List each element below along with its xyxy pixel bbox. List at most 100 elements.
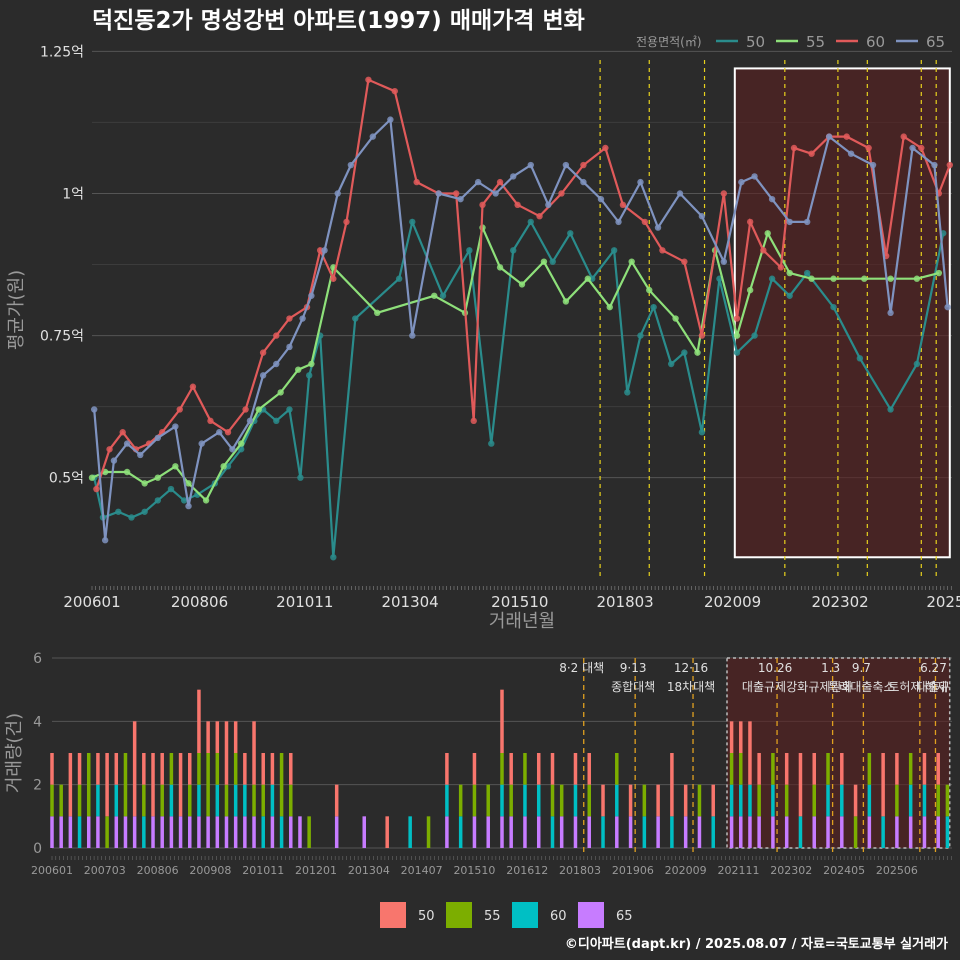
data-point-55 xyxy=(746,286,754,294)
data-point-55 xyxy=(584,275,592,282)
highlight-box xyxy=(733,67,951,559)
bar-segment-65 xyxy=(472,816,477,848)
bar-x-tick-label: 200806 xyxy=(137,864,179,877)
bar-segment-60 xyxy=(826,784,830,817)
data-point-65 xyxy=(259,372,267,379)
data-point-50 xyxy=(439,292,447,299)
bar-segment-65 xyxy=(523,816,527,848)
data-point-60 xyxy=(479,201,486,209)
bar-segment-65 xyxy=(445,816,449,848)
bar-segment-65 xyxy=(867,816,872,848)
x-axis-title: 거래년월 xyxy=(489,611,555,632)
bar-segment-55 xyxy=(261,784,265,817)
bar-segment-50 xyxy=(509,753,513,785)
data-point-60 xyxy=(316,247,324,254)
bar-segment-65 xyxy=(160,816,164,848)
bar-segment-65 xyxy=(628,816,633,848)
bar-segment-50 xyxy=(472,753,477,785)
data-point-60 xyxy=(93,485,100,493)
policy-sublabel: 대출규제강화 xyxy=(742,680,808,694)
bar-segment-55 xyxy=(642,784,647,817)
bar-segment-65 xyxy=(509,816,513,848)
bar-segment-55 xyxy=(307,816,311,848)
data-point-60 xyxy=(946,161,954,169)
data-point-60 xyxy=(733,315,741,322)
data-point-50 xyxy=(409,218,416,226)
data-point-60 xyxy=(681,258,688,265)
bar-segment-65 xyxy=(86,816,91,848)
data-point-50 xyxy=(637,332,644,339)
bar-segment-50 xyxy=(178,753,183,817)
data-point-50 xyxy=(154,497,162,504)
bar-segment-65 xyxy=(270,816,275,848)
bar-segment-50 xyxy=(233,721,238,753)
data-point-50 xyxy=(305,372,313,379)
data-point-50 xyxy=(128,514,135,521)
data-point-55 xyxy=(672,315,679,322)
bar-segment-50 xyxy=(784,753,789,785)
data-point-50 xyxy=(286,406,293,413)
bar-segment-65 xyxy=(169,816,174,848)
bar-segment-60 xyxy=(445,784,449,817)
data-point-60 xyxy=(790,144,798,152)
bar-segment-60 xyxy=(169,784,174,817)
bar-x-tick-label: 202302 xyxy=(770,864,812,877)
bar-segment-65 xyxy=(559,816,564,848)
data-point-65 xyxy=(308,292,315,299)
data-point-65 xyxy=(369,133,377,140)
data-point-55 xyxy=(887,275,894,282)
bar-segment-65 xyxy=(697,816,702,848)
bar-segment-65 xyxy=(486,816,490,848)
bar-segment-50 xyxy=(812,753,816,785)
data-point-50 xyxy=(352,315,359,322)
data-point-65 xyxy=(123,440,131,447)
policy-sublabel: 규제완화 xyxy=(809,680,853,694)
data-point-50 xyxy=(224,463,232,470)
data-point-60 xyxy=(452,190,460,197)
bar-segment-50 xyxy=(739,721,743,753)
data-point-65 xyxy=(847,150,855,157)
bar-segment-55 xyxy=(739,753,743,785)
data-point-65 xyxy=(110,457,118,464)
bar-segment-65 xyxy=(784,816,789,848)
bar-segment-55 xyxy=(50,784,54,817)
bar-segment-50 xyxy=(550,753,555,785)
data-point-60 xyxy=(119,429,126,436)
data-point-60 xyxy=(808,150,815,157)
bar-segment-50 xyxy=(77,753,82,785)
data-point-50 xyxy=(115,508,122,515)
data-point-50 xyxy=(527,218,534,226)
bar-segment-55 xyxy=(169,753,174,785)
bar-segment-65 xyxy=(587,816,591,848)
data-point-60 xyxy=(176,406,183,413)
bar-segment-50 xyxy=(261,753,265,785)
bar-segment-55 xyxy=(523,753,527,785)
bar-segment-65 xyxy=(289,816,293,848)
data-point-60 xyxy=(619,201,627,209)
data-point-50 xyxy=(297,474,304,481)
data-point-55 xyxy=(764,230,771,237)
bar-segment-60 xyxy=(243,784,247,817)
y-tick-label: 1.25억 xyxy=(40,44,84,60)
bar-segment-50 xyxy=(683,784,688,817)
y-tick-label: 0.5억 xyxy=(49,471,84,487)
data-point-50 xyxy=(167,485,175,493)
policy-sublabel: 18차대책 xyxy=(667,679,715,694)
bar-y-tick-label: 2 xyxy=(33,778,42,794)
y-tick-label: 1억 xyxy=(62,186,84,202)
data-point-65 xyxy=(154,434,162,442)
data-point-65 xyxy=(321,247,328,254)
bar-segment-50 xyxy=(289,753,293,785)
data-point-60 xyxy=(496,178,504,186)
data-point-55 xyxy=(202,497,210,504)
data-point-65 xyxy=(457,195,464,203)
x-tick-label: 202009 xyxy=(704,593,761,611)
bar-segment-50 xyxy=(68,753,73,817)
data-point-60 xyxy=(865,144,872,152)
bar-segment-60 xyxy=(573,784,578,817)
data-point-55 xyxy=(295,366,302,373)
bar-segment-60 xyxy=(867,784,872,817)
data-point-65 xyxy=(492,190,499,197)
data-point-60 xyxy=(273,332,280,339)
bar-segment-60 xyxy=(729,784,734,817)
